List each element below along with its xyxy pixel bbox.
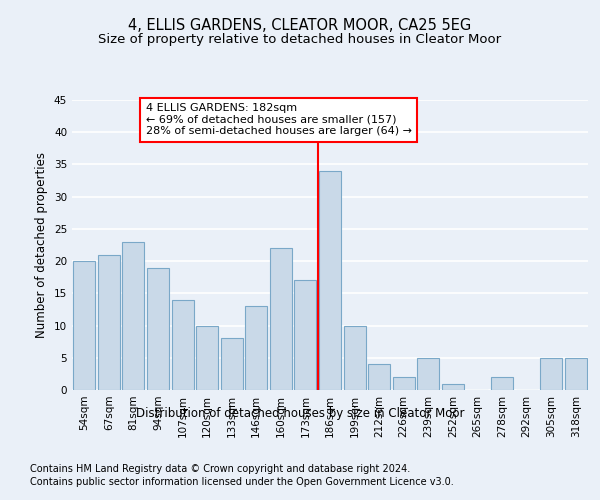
Bar [172,300,194,390]
Bar [344,326,365,390]
Bar [221,338,243,390]
Bar [319,171,341,390]
Bar [491,377,513,390]
Y-axis label: Number of detached properties: Number of detached properties [35,152,49,338]
Bar [73,261,95,390]
Bar [368,364,390,390]
Bar [147,268,169,390]
Bar [417,358,439,390]
Bar [196,326,218,390]
Bar [98,254,120,390]
Text: Contains HM Land Registry data © Crown copyright and database right 2024.: Contains HM Land Registry data © Crown c… [30,464,410,474]
Text: Size of property relative to detached houses in Cleator Moor: Size of property relative to detached ho… [98,32,502,46]
Text: Distribution of detached houses by size in Cleator Moor: Distribution of detached houses by size … [136,408,464,420]
Text: 4 ELLIS GARDENS: 182sqm
← 69% of detached houses are smaller (157)
28% of semi-d: 4 ELLIS GARDENS: 182sqm ← 69% of detache… [146,103,412,136]
Bar [392,377,415,390]
Bar [245,306,268,390]
Bar [122,242,145,390]
Bar [270,248,292,390]
Bar [540,358,562,390]
Text: Contains public sector information licensed under the Open Government Licence v3: Contains public sector information licen… [30,477,454,487]
Text: 4, ELLIS GARDENS, CLEATOR MOOR, CA25 5EG: 4, ELLIS GARDENS, CLEATOR MOOR, CA25 5EG [128,18,472,32]
Bar [442,384,464,390]
Bar [295,280,316,390]
Bar [565,358,587,390]
